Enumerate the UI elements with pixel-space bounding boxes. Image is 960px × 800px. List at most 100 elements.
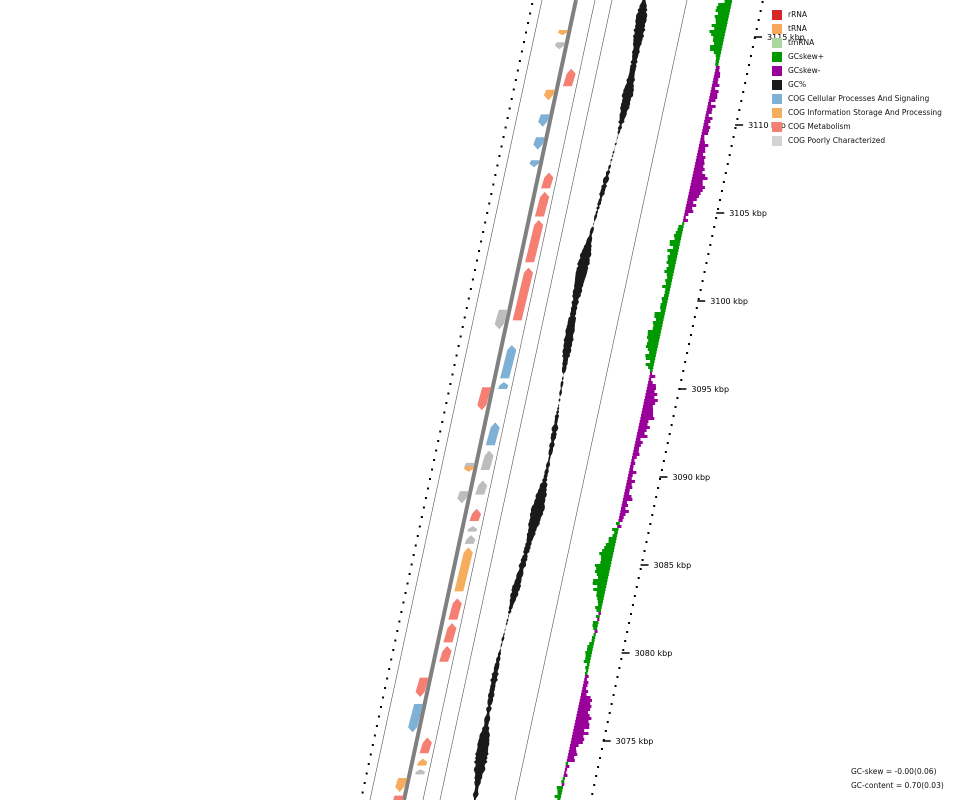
legend-label: COG Information Storage And Processing [788,108,942,117]
tick-label: 3105 kbp [729,209,767,218]
gc-skew-bar [640,414,654,417]
cog-feature-arrow [448,598,462,620]
gc-skew-bar [699,144,709,147]
tick-label: 3095 kbp [691,385,729,394]
gc-skew-bar [644,396,655,399]
legend-swatch [772,136,782,146]
cog-feature-arrow [457,491,469,504]
gc-skew-bar [665,288,671,291]
gc-skew-bar [647,348,658,351]
tick-label: 3080 kbp [635,649,673,658]
position-tick-ring [361,1,764,795]
position-tick-labels: 3075 kbp 3080 kbp 3085 kbp 3090 kbp 3095 kbp… [602,33,805,746]
cog-feature-arrow [538,114,550,127]
gc-skew-bar [710,90,719,93]
gc-skew-bar [627,477,632,480]
gc-skew-bar [641,411,654,414]
gc-skew-bar [564,768,568,771]
gc-skew-bar [666,261,676,264]
gc-skew-bar [699,141,705,144]
gc-skew-bar [711,87,716,90]
gc-skew-bar [682,222,685,225]
gc-skew-bar [714,15,729,18]
gc-skew-track [554,0,732,800]
gc-content-track [472,0,648,800]
gc-skew-bar [583,681,589,684]
gc-skew-bar [701,132,709,135]
gc-skew-bar [695,162,705,165]
gc-skew-bar [568,753,578,756]
gc-skew-bar [585,666,589,669]
gc-skew-bar [706,108,713,111]
gc-skew-bar [649,369,653,372]
gc-skew-bar [703,123,709,126]
gc-skew-bar [620,507,626,510]
gc-skew-bar [653,324,663,327]
cog-feature-arrow [415,677,429,697]
gc-skew-bar [577,711,589,714]
gc-skew-bar [578,705,592,708]
gc-skew-bar [712,81,718,84]
gc-skew-bar [684,213,689,216]
gc-skew-bar [642,408,654,411]
legend-swatch [772,24,782,34]
gc-skew-bar [595,615,600,618]
gc-skew-bar [664,294,669,297]
gc-skew-bar [612,534,618,537]
gc-skew-bar [647,330,662,333]
gc-skew-bar [642,405,653,408]
gc-skew-bar [622,498,633,501]
gc-skew-bar [563,774,568,777]
gc-skew-bar [570,741,583,744]
gc-skew-bar [557,798,561,800]
gc-skew-bar [572,732,589,735]
gc-skew-bar [635,441,643,444]
gc-skew-bar [573,729,585,732]
gc-skew-bar [704,120,711,123]
gc-skew-bar [645,357,656,360]
gc-skew-bar [565,762,569,765]
gc-skew-bar [608,540,616,543]
gc-skew-bar [667,249,679,252]
gc-skew-bar [626,483,632,486]
gc-skew-bar [608,537,617,540]
gc-skew-bar [580,696,591,699]
legend-label: GCskew- [788,66,821,75]
gc-skew-bar [600,555,613,558]
gc-skew-bar [593,579,608,582]
gc-skew-bar [564,771,567,774]
gc-skew-bar [594,564,611,567]
gc-skew-bar [688,192,701,195]
gc-skew-bar [649,351,657,354]
ring-lines [369,0,688,800]
gc-skew-bar [622,501,627,504]
gc-skew-bar [686,201,694,204]
gc-content-profile [472,0,648,800]
gc-skew-bar [631,459,635,462]
gc-skew-bar [652,321,663,324]
cog-feature-arrow [393,795,404,800]
gc-skew-bar [697,150,706,153]
cog-feature-arrow [467,526,478,532]
cog-feature-arrow [395,778,408,792]
gc-skew-bar [710,48,722,51]
legend-label: GCskew+ [788,52,825,61]
gc-skew-bar [690,183,703,186]
gc-skew-bar [700,135,705,138]
cog-feature-arrow [416,758,428,766]
gc-skew-bar [646,390,655,393]
gc-skew-bar [667,258,677,261]
gc-skew-bar [690,186,705,189]
gc-skew-bar [715,69,720,72]
gc-skew-bar [691,177,708,180]
gc-skew-bar [581,693,587,696]
gc-skew-bar [687,198,697,201]
gc-skew-bar [698,147,706,150]
gc-skew-bar [667,276,673,279]
gc-skew-bar [715,63,719,66]
gc-skew-bar [638,426,650,429]
gc-skew-bar [664,291,670,294]
gc-skew-bar [634,444,641,447]
cog-feature-arrow [562,68,576,87]
cog-feature-arrow [439,646,452,662]
